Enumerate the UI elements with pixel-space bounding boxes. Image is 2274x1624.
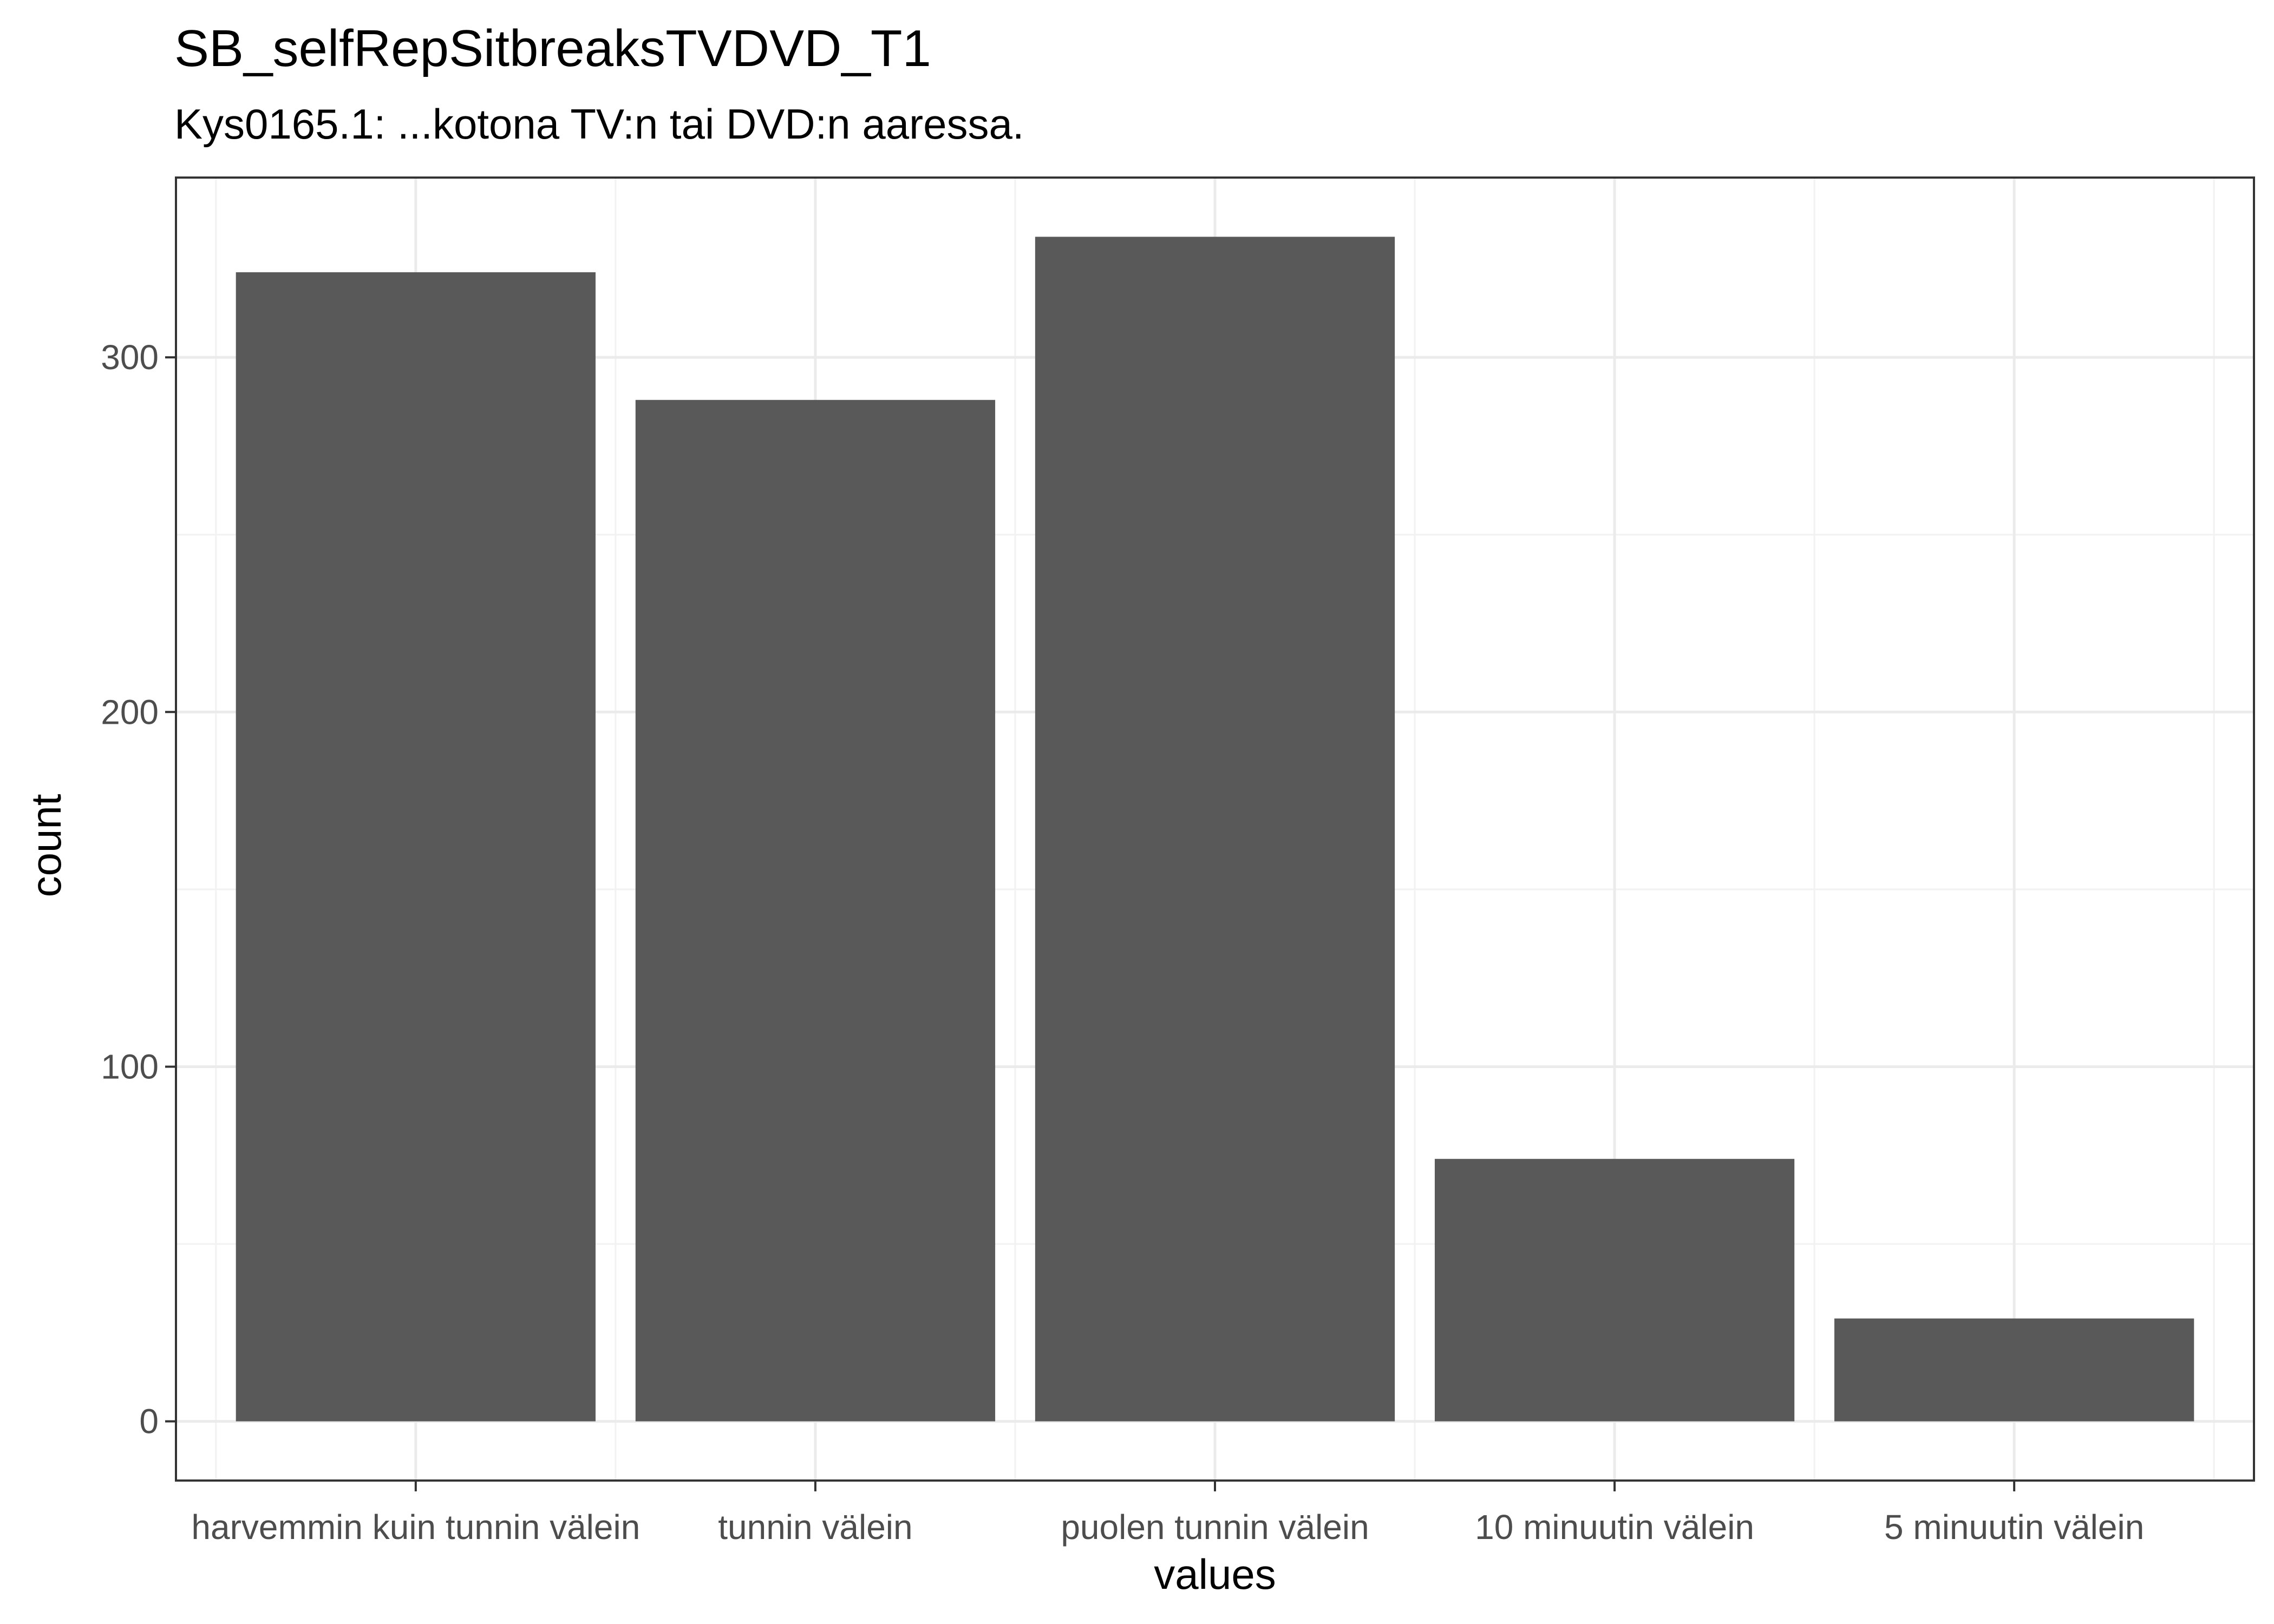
x-tick-label: 5 minuutin välein — [1884, 1508, 2144, 1547]
plot-panel: 0 100 200 300 harvemmin kuin tunnin välein tu… — [101, 176, 2255, 1547]
y-axis-title: count — [22, 794, 70, 897]
y-tick-label: 0 — [139, 1402, 159, 1441]
y-tick-label: 300 — [101, 338, 159, 377]
chart-subtitle: Kys0165.1: ...kotona TV:n tai DVD:n aare… — [174, 100, 1024, 148]
bar — [236, 272, 596, 1422]
x-tick-label: harvemmin kuin tunnin välein — [191, 1508, 640, 1547]
bar — [1834, 1318, 2194, 1422]
chart-title: SB_selfRepSitbreaksTVDVD_T1 — [174, 19, 931, 77]
x-tick-label: puolen tunnin välein — [1061, 1508, 1369, 1547]
y-tick-label: 100 — [101, 1047, 159, 1086]
y-tick-label: 200 — [101, 692, 159, 731]
bar — [1434, 1158, 1795, 1422]
x-tick-label: tunnin välein — [718, 1508, 912, 1547]
bar — [1035, 237, 1395, 1422]
x-axis-title: values — [1154, 1550, 1276, 1598]
bar — [635, 400, 996, 1422]
x-tick-label: 10 minuutin välein — [1475, 1508, 1754, 1547]
